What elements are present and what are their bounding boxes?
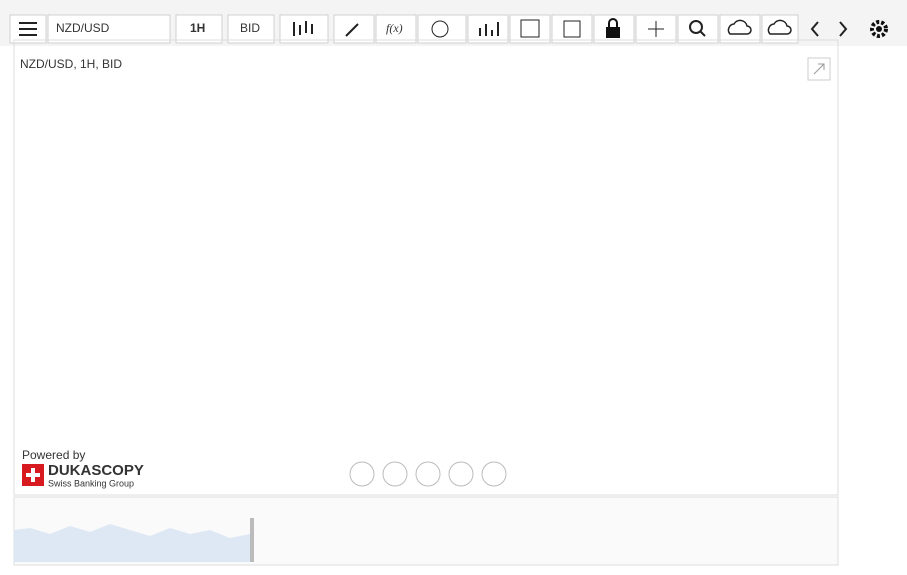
navigator-area [14,524,250,562]
maximize-button[interactable] [807,57,831,81]
menu-button[interactable] [9,14,47,44]
crosshair-button[interactable] [635,14,677,44]
branding: Powered by DUKASCOPY Swiss Banking Group [16,446,146,494]
brand-tagline: Swiss Banking Group [48,478,134,488]
info-button[interactable] [417,14,467,44]
side-select[interactable]: BID [227,14,275,44]
symbol-select[interactable]: NZD/USD [47,14,171,44]
brand-name: DUKASCOPY [48,462,144,479]
download-button[interactable] [761,14,799,44]
period-select[interactable]: 1H [175,14,223,44]
chart-type-button[interactable] [279,14,329,44]
toolbar: NZD/USD 1H BID f(x) [0,0,907,46]
nav-controls[interactable] [349,461,507,487]
fx-button[interactable]: f(x) [375,14,417,44]
settings-button[interactable] [870,20,888,38]
next-button[interactable] [839,21,848,37]
period: 1H [190,21,205,35]
lock-button[interactable] [593,14,635,44]
navigator [13,496,839,566]
prev-button[interactable] [810,21,819,37]
chart-title: NZD/USD, 1H, BID [20,57,122,71]
upload-button[interactable] [719,14,761,44]
powered-by: Powered by [22,448,85,462]
symbol: NZD/USD [56,21,110,35]
indicator-button[interactable] [467,14,509,44]
side: BID [240,21,260,35]
draw-button[interactable] [333,14,375,44]
fx: f(x) [386,21,403,35]
calendar-button[interactable] [509,14,551,44]
template-button[interactable] [551,14,593,44]
navigator-handle[interactable] [250,518,254,562]
plot-frame [13,39,839,496]
zoom-button[interactable] [677,14,719,44]
